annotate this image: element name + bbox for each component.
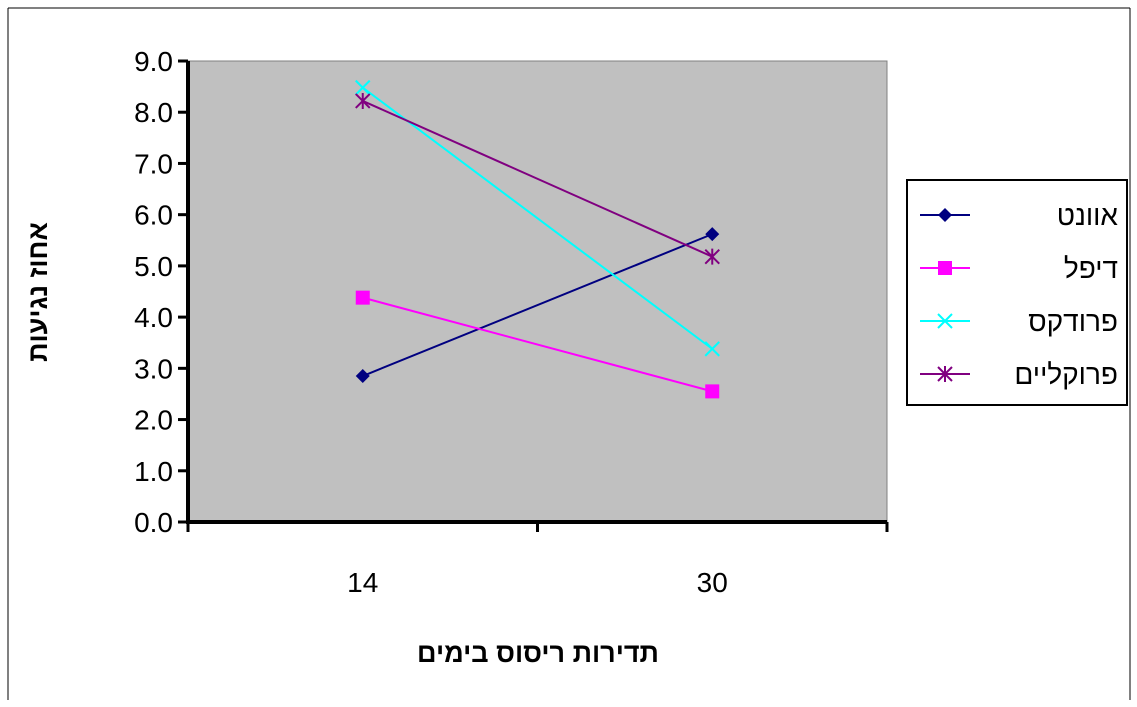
legend-item: אוונט xyxy=(920,200,1118,231)
series-2 xyxy=(355,290,720,399)
legend-marker xyxy=(938,261,952,275)
y-tick-label: 5.0 xyxy=(134,251,173,282)
data-point xyxy=(355,369,370,384)
y-tick-label: 0.0 xyxy=(134,507,173,538)
x-tick-label: 14 xyxy=(347,567,378,598)
x-axis-title: תדירות ריסוס בימים xyxy=(417,638,659,668)
legend: אוונט דיפל פרודקס פרוקליים xyxy=(906,179,1128,406)
y-tick-label: 3.0 xyxy=(134,353,173,384)
legend-label: אוונט xyxy=(1057,200,1119,231)
series-3 xyxy=(355,79,720,357)
data-point xyxy=(705,227,720,242)
y-tick-label: 6.0 xyxy=(134,200,173,231)
series-1 xyxy=(355,227,720,384)
data-point xyxy=(355,79,371,96)
y-tick-label: 7.0 xyxy=(134,148,173,179)
data-point xyxy=(705,384,720,399)
series-group xyxy=(355,79,720,399)
legend-marker xyxy=(937,366,953,382)
series-4 xyxy=(355,92,720,265)
legend-item: דיפל xyxy=(920,253,1118,284)
plot-area xyxy=(186,60,888,524)
data-point xyxy=(704,341,720,357)
data-point xyxy=(704,248,720,265)
x-tick-label: 30 xyxy=(697,567,728,598)
legend-label: פרודקס xyxy=(1028,306,1118,337)
y-tick-label: 8.0 xyxy=(134,97,173,128)
legend-marker xyxy=(937,313,953,329)
y-axis-ticks: 0.0 1.0 2.0 3.0 4.0 5.0 6.0 7.0 8.0 9.0 xyxy=(134,46,188,538)
legend-item: פרודקס xyxy=(920,306,1118,337)
series-line xyxy=(362,233,713,377)
y-tick-label: 1.0 xyxy=(134,456,173,487)
legend-label: פרוקליים xyxy=(1014,359,1118,390)
legend-item: פרוקליים xyxy=(920,359,1118,390)
x-axis-ticks: 14 30 xyxy=(186,522,889,598)
series-line xyxy=(362,296,713,393)
data-point xyxy=(355,290,370,305)
y-axis-title: אחוז נגיעות xyxy=(23,222,53,362)
y-tick-label: 4.0 xyxy=(134,302,173,333)
plot-background xyxy=(187,60,888,523)
series-line xyxy=(362,100,713,258)
data-point xyxy=(355,92,371,109)
legend-label: דיפל xyxy=(1064,253,1118,284)
y-tick-label: 2.0 xyxy=(134,405,173,436)
series-line xyxy=(362,86,713,350)
legend-marker xyxy=(938,208,952,222)
y-tick-label: 9.0 xyxy=(134,46,173,77)
